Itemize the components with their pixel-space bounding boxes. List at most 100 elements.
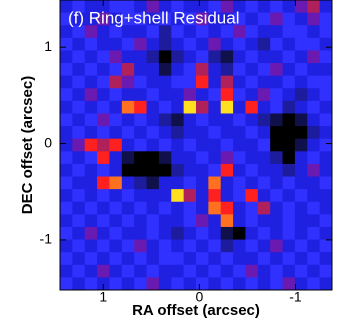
cell bbox=[72, 201, 86, 215]
cell bbox=[270, 0, 284, 14]
cell bbox=[196, 100, 209, 114]
cell bbox=[158, 100, 172, 114]
cell bbox=[245, 239, 259, 253]
cell bbox=[257, 176, 271, 190]
cell bbox=[282, 75, 296, 89]
cell bbox=[183, 0, 197, 14]
cell bbox=[220, 264, 234, 278]
cell bbox=[72, 100, 86, 114]
cell bbox=[270, 252, 284, 266]
cell bbox=[60, 113, 73, 127]
cell bbox=[134, 126, 148, 140]
cell bbox=[183, 226, 197, 241]
cell bbox=[208, 138, 222, 152]
cell bbox=[257, 239, 271, 253]
cell bbox=[220, 0, 234, 14]
cell bbox=[220, 163, 234, 178]
cell bbox=[97, 214, 110, 228]
cell bbox=[307, 63, 321, 77]
cell bbox=[294, 201, 308, 215]
cell bbox=[146, 264, 160, 278]
cell bbox=[245, 138, 259, 152]
cell bbox=[270, 126, 284, 140]
cell bbox=[233, 37, 246, 51]
cell bbox=[60, 25, 73, 39]
cell bbox=[208, 239, 222, 253]
cell bbox=[60, 126, 73, 140]
cell bbox=[97, 12, 110, 26]
cell bbox=[282, 100, 296, 114]
cell bbox=[171, 176, 185, 190]
cell bbox=[158, 88, 172, 102]
cell bbox=[97, 277, 110, 291]
cell bbox=[233, 239, 246, 253]
cell bbox=[146, 126, 160, 140]
cell bbox=[109, 0, 123, 14]
cell bbox=[109, 100, 123, 114]
cell bbox=[183, 239, 197, 253]
cell bbox=[97, 252, 110, 266]
cell bbox=[109, 163, 123, 178]
cell bbox=[134, 100, 148, 114]
cell bbox=[220, 126, 234, 140]
cell bbox=[307, 214, 321, 228]
cell bbox=[282, 176, 296, 190]
cell bbox=[233, 126, 246, 140]
cell bbox=[109, 239, 123, 253]
x-tick-label: 0 bbox=[195, 289, 203, 305]
cell bbox=[233, 277, 246, 291]
cell bbox=[233, 189, 246, 203]
cell bbox=[220, 277, 234, 291]
cell bbox=[134, 25, 148, 39]
cell bbox=[282, 277, 296, 291]
cell bbox=[183, 37, 197, 51]
cell bbox=[146, 138, 160, 152]
cell bbox=[72, 113, 86, 127]
cell bbox=[183, 277, 197, 291]
cell bbox=[97, 138, 110, 152]
cell bbox=[307, 189, 321, 203]
cell bbox=[97, 189, 110, 203]
cell bbox=[109, 138, 123, 152]
cell bbox=[233, 264, 246, 278]
cell bbox=[158, 189, 172, 203]
cell bbox=[245, 151, 259, 165]
cell bbox=[319, 239, 333, 253]
cell bbox=[307, 151, 321, 165]
cell bbox=[294, 151, 308, 165]
cell bbox=[158, 239, 172, 253]
cell bbox=[257, 264, 271, 278]
cell bbox=[72, 214, 86, 228]
cell bbox=[171, 12, 185, 26]
cell bbox=[183, 63, 197, 77]
cell bbox=[245, 50, 259, 64]
cell bbox=[72, 176, 86, 190]
cell bbox=[109, 214, 123, 228]
cell bbox=[84, 63, 98, 77]
cell bbox=[146, 151, 160, 165]
cell bbox=[270, 189, 284, 203]
cell bbox=[72, 63, 86, 77]
cell bbox=[307, 100, 321, 114]
cell bbox=[171, 100, 185, 114]
cell bbox=[183, 25, 197, 39]
cell bbox=[146, 189, 160, 203]
cell bbox=[208, 151, 222, 165]
cell bbox=[84, 138, 98, 152]
cell bbox=[97, 226, 110, 241]
cell bbox=[109, 264, 123, 278]
x-axis-label: RA offset (arcsec) bbox=[132, 302, 260, 319]
cell bbox=[183, 264, 197, 278]
cell bbox=[196, 50, 209, 64]
cell bbox=[183, 252, 197, 266]
cell bbox=[109, 151, 123, 165]
cell bbox=[220, 37, 234, 51]
cell bbox=[158, 126, 172, 140]
cell bbox=[196, 214, 209, 228]
cell bbox=[183, 214, 197, 228]
cell bbox=[60, 12, 73, 26]
cell bbox=[257, 163, 271, 178]
cell bbox=[307, 25, 321, 39]
cell bbox=[294, 0, 308, 14]
cell bbox=[84, 201, 98, 215]
